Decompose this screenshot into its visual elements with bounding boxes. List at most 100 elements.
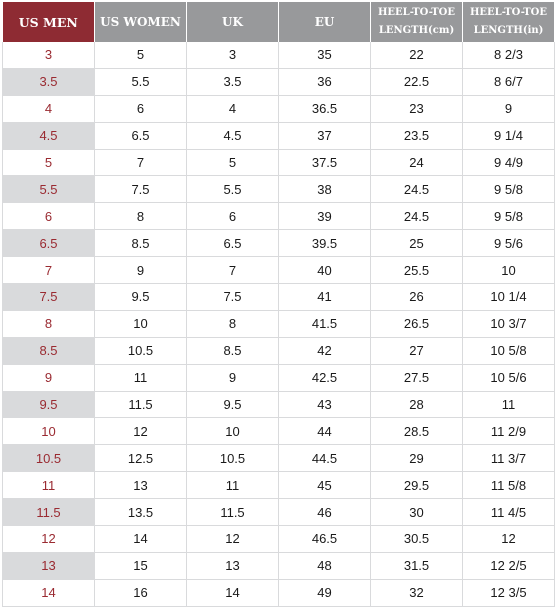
cell-length-in: 9 5/8 <box>462 175 555 204</box>
cell-uk: 6 <box>186 202 279 231</box>
cell-length-in: 11 3/7 <box>462 444 555 473</box>
cell-length-cm: 28 <box>370 391 463 419</box>
cell-us-women: 14 <box>94 525 187 553</box>
cell-uk: 7 <box>186 256 279 285</box>
cell-length-in: 11 4/5 <box>462 498 555 527</box>
cell-eu: 45 <box>278 471 371 500</box>
cell-length-cm: 23 <box>370 95 463 123</box>
cell-length-cm: 24.5 <box>370 175 463 204</box>
cell-us-men: 5.5 <box>2 175 95 204</box>
cell-eu: 35 <box>278 42 371 69</box>
cell-length-cm: 24 <box>370 149 463 177</box>
table-row: 6.5 8.5 6.5 39.5 25 9 5/6 <box>2 229 555 258</box>
cell-us-women: 9.5 <box>94 283 187 311</box>
size-chart-body: 3 5 3 35 22 8 2/3 3.5 5.5 3.5 36 22.5 8 6/7 4 6 4 36.5 2… <box>2 42 555 607</box>
cell-us-women: 6.5 <box>94 122 187 150</box>
cell-us-men: 13 <box>2 552 95 580</box>
cell-uk: 14 <box>186 579 279 607</box>
cell-length-in: 9 5/8 <box>462 202 555 231</box>
table-row: 7.5 9.5 7.5 41 26 10 1/4 <box>2 283 555 311</box>
cell-us-men: 9.5 <box>2 391 95 419</box>
header-length-in: HEEL-TO-TOE LENGTH(in) <box>462 2 555 42</box>
table-row: 5 7 5 37.5 24 9 4/9 <box>2 149 555 177</box>
cell-eu: 38 <box>278 175 371 204</box>
cell-length-cm: 22 <box>370 42 463 69</box>
cell-us-men: 11.5 <box>2 498 95 527</box>
shoe-size-chart: US MEN US WOMEN UK EU HEEL-TO-TOE LENGTH… <box>2 2 555 607</box>
header-length-cm-line2: LENGTH(cm) <box>378 25 455 36</box>
cell-eu: 42 <box>278 337 371 365</box>
table-row: 12 14 12 46.5 30.5 12 <box>2 525 555 553</box>
header-length-cm-line1: HEEL-TO-TOE <box>377 7 455 18</box>
cell-us-men: 10 <box>2 417 95 446</box>
cell-length-in: 12 <box>462 525 555 553</box>
table-row: 3.5 5.5 3.5 36 22.5 8 6/7 <box>2 68 555 96</box>
cell-eu: 37.5 <box>278 149 371 177</box>
header-us-women-label: US WOMEN <box>100 14 181 29</box>
cell-length-cm: 30.5 <box>370 525 463 553</box>
cell-length-in: 9 5/6 <box>462 229 555 258</box>
cell-length-cm: 26.5 <box>370 310 463 338</box>
cell-us-women: 6 <box>94 95 187 123</box>
cell-uk: 8 <box>186 310 279 338</box>
cell-us-men: 7 <box>2 256 95 285</box>
cell-eu: 44 <box>278 417 371 446</box>
cell-uk: 10 <box>186 417 279 446</box>
cell-length-in: 9 1/4 <box>462 122 555 150</box>
table-row: 11 13 11 45 29.5 11 5/8 <box>2 471 555 500</box>
cell-us-men: 12 <box>2 525 95 553</box>
cell-eu: 39 <box>278 202 371 231</box>
cell-length-in: 10 5/8 <box>462 337 555 365</box>
cell-uk: 10.5 <box>186 444 279 473</box>
cell-eu: 44.5 <box>278 444 371 473</box>
cell-length-cm: 25.5 <box>370 256 463 285</box>
cell-length-cm: 28.5 <box>370 417 463 446</box>
cell-length-cm: 32 <box>370 579 463 607</box>
cell-eu: 36 <box>278 68 371 96</box>
cell-us-men: 8.5 <box>2 337 95 365</box>
cell-us-men: 8 <box>2 310 95 338</box>
cell-uk: 4.5 <box>186 122 279 150</box>
cell-us-men: 10.5 <box>2 444 95 473</box>
cell-eu: 42.5 <box>278 364 371 392</box>
cell-us-men: 3.5 <box>2 68 95 96</box>
cell-eu: 37 <box>278 122 371 150</box>
cell-eu: 43 <box>278 391 371 419</box>
cell-us-men: 5 <box>2 149 95 177</box>
cell-uk: 8.5 <box>186 337 279 365</box>
header-eu: EU <box>278 2 371 42</box>
table-row: 8.5 10.5 8.5 42 27 10 5/8 <box>2 337 555 365</box>
cell-us-men: 7.5 <box>2 283 95 311</box>
cell-eu: 49 <box>278 579 371 607</box>
cell-length-cm: 29 <box>370 444 463 473</box>
header-us-men-label: US MEN <box>18 14 78 30</box>
cell-us-women: 16 <box>94 579 187 607</box>
cell-us-women: 10 <box>94 310 187 338</box>
table-row: 13 15 13 48 31.5 12 2/5 <box>2 552 555 580</box>
cell-length-in: 9 4/9 <box>462 149 555 177</box>
cell-length-cm: 24.5 <box>370 202 463 231</box>
table-row: 10.5 12.5 10.5 44.5 29 11 3/7 <box>2 444 555 473</box>
cell-length-cm: 27 <box>370 337 463 365</box>
cell-length-in: 8 2/3 <box>462 42 555 69</box>
cell-length-cm: 22.5 <box>370 68 463 96</box>
table-row: 7 9 7 40 25.5 10 <box>2 256 555 285</box>
cell-us-women: 15 <box>94 552 187 580</box>
cell-eu: 46 <box>278 498 371 527</box>
table-row: 6 8 6 39 24.5 9 5/8 <box>2 202 555 231</box>
header-us-women: US WOMEN <box>94 2 187 42</box>
header-us-men: US MEN <box>2 2 95 42</box>
cell-length-cm: 31.5 <box>370 552 463 580</box>
cell-eu: 40 <box>278 256 371 285</box>
cell-length-in: 10 1/4 <box>462 283 555 311</box>
cell-length-in: 11 2/9 <box>462 417 555 446</box>
cell-us-men: 4.5 <box>2 122 95 150</box>
table-row: 4.5 6.5 4.5 37 23.5 9 1/4 <box>2 122 555 150</box>
cell-eu: 46.5 <box>278 525 371 553</box>
cell-length-in: 9 <box>462 95 555 123</box>
size-chart-header: US MEN US WOMEN UK EU HEEL-TO-TOE LENGTH… <box>2 2 555 42</box>
cell-length-cm: 26 <box>370 283 463 311</box>
cell-us-women: 12.5 <box>94 444 187 473</box>
cell-length-in: 11 <box>462 391 555 419</box>
cell-us-women: 9 <box>94 256 187 285</box>
